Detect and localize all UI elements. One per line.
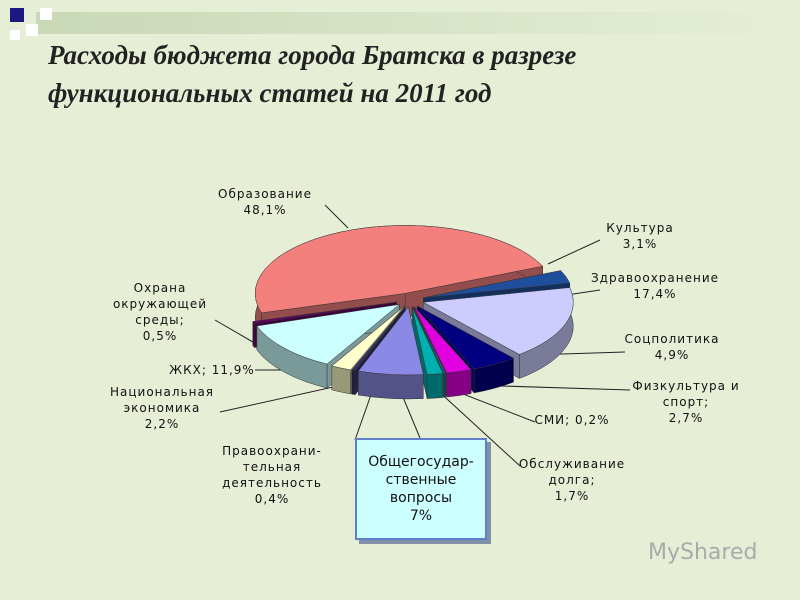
decor bbox=[26, 24, 38, 36]
value-label: 3,1% bbox=[622, 237, 658, 251]
category-label: Культура bbox=[606, 221, 674, 235]
slice bbox=[256, 304, 401, 365]
slice bbox=[254, 225, 544, 314]
category-label: Здравоохранение bbox=[590, 271, 720, 285]
slice bbox=[357, 306, 424, 376]
value-label: 2,2% bbox=[144, 417, 180, 431]
slice-label: Здравоохранение 17,4% bbox=[591, 270, 719, 302]
category-label: ЖКХ; bbox=[169, 363, 207, 377]
decor bbox=[10, 8, 24, 22]
slice-label: ЖКХ; 11,9% bbox=[169, 362, 255, 378]
slice bbox=[417, 305, 515, 370]
slice-label: Национальная экономика 2,2% bbox=[110, 384, 214, 432]
slice-side bbox=[443, 372, 446, 398]
value-label: 17,4% bbox=[633, 287, 677, 301]
slice-label: СМИ; 0,2% bbox=[534, 412, 609, 428]
category-label: Охрана окружающей среды; bbox=[112, 281, 208, 327]
slice bbox=[331, 306, 405, 371]
value-label: 2,7% bbox=[668, 411, 704, 425]
slice-label: Культура 3,1% bbox=[606, 220, 673, 252]
value-label: 7% bbox=[409, 508, 433, 524]
slice-side bbox=[331, 365, 351, 395]
slice bbox=[422, 287, 574, 355]
category-label: Соцполитика bbox=[624, 332, 720, 346]
category-label: Обслуживание долга; bbox=[518, 457, 626, 487]
slice-label: Образование 48,1% bbox=[218, 186, 312, 218]
slice-label: Общегосудар- ственные вопросы 7% bbox=[355, 438, 487, 540]
slice-label: Охрана окружающей среды; 0,5% bbox=[113, 280, 207, 344]
slice-label: Обслуживание долга; 1,7% bbox=[519, 456, 625, 504]
watermark: MyShared bbox=[648, 540, 758, 565]
slice bbox=[351, 306, 406, 371]
title: Расходы бюджета города Братска в разрезе… bbox=[48, 40, 577, 108]
slice bbox=[412, 306, 446, 374]
header-bar bbox=[36, 12, 800, 34]
value-label: 0,4% bbox=[254, 492, 290, 506]
leader-line bbox=[434, 387, 521, 467]
category-label: Образование bbox=[218, 187, 312, 201]
slice-label: Физкультура и спорт; 2,7% bbox=[632, 378, 739, 426]
value-label: 4,9% bbox=[654, 348, 690, 362]
slice-label: Соцполитика 4,9% bbox=[625, 331, 720, 363]
value-label: 48,1% bbox=[243, 203, 287, 217]
slice-side bbox=[358, 370, 424, 400]
value-label: 11,9% bbox=[211, 363, 255, 377]
slice bbox=[423, 270, 571, 299]
value-label: 0,5% bbox=[142, 329, 178, 343]
category-label: Национальная экономика bbox=[109, 385, 215, 415]
category-label: СМИ; bbox=[534, 413, 571, 427]
slice-side bbox=[446, 369, 472, 398]
slice-side bbox=[252, 320, 255, 349]
slice-side bbox=[426, 373, 444, 399]
category-label: Общегосудар- ственные вопросы bbox=[368, 454, 474, 506]
category-label: Правоохрани- тельная деятельность bbox=[222, 444, 322, 490]
slice bbox=[411, 306, 444, 375]
slice-side bbox=[351, 369, 356, 395]
value-label: 1,7% bbox=[554, 489, 590, 503]
category-label: Физкультура и спорт; bbox=[632, 379, 740, 409]
leader-line bbox=[547, 239, 601, 265]
slice bbox=[413, 306, 472, 374]
decor bbox=[40, 8, 52, 20]
leader-line bbox=[214, 319, 259, 346]
slice bbox=[252, 301, 397, 324]
leader-line bbox=[324, 204, 349, 229]
decor bbox=[10, 30, 20, 40]
slice-label: Правоохрани- тельная деятельность 0,4% bbox=[222, 443, 322, 507]
value-label: 0,2% bbox=[575, 413, 610, 427]
